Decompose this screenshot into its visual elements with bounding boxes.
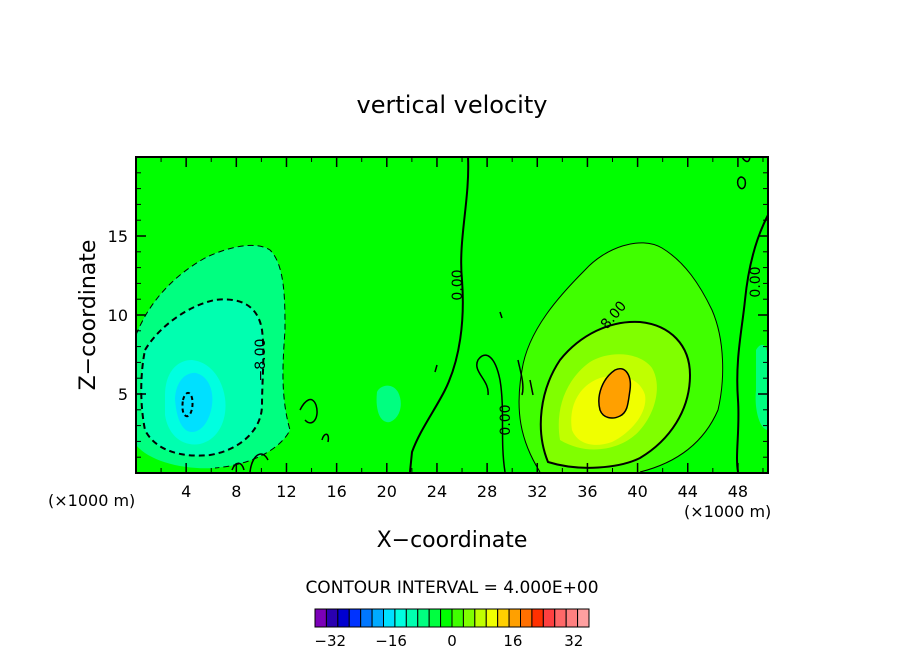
x-axis-ticks: 4 8 12 16 20 24 28 32 36 40 44 48: [160, 157, 764, 501]
colorbar-tick-label: −16: [375, 632, 407, 650]
x-tick-label: 24: [427, 482, 447, 501]
x-tick-label: 32: [527, 482, 547, 501]
x-tick-label: 40: [627, 482, 647, 501]
zero-contour-small: [736, 176, 747, 190]
updraft-fills: [519, 242, 723, 472]
colorbar-swatch: [542, 608, 556, 628]
colorbar-swatch: [405, 608, 419, 628]
colorbar-swatch: [462, 608, 476, 628]
colorbar-swatch: [554, 608, 567, 628]
contour-lines: [135, 156, 769, 473]
x-tick-label: 8: [231, 482, 241, 501]
colorbar-swatch: [531, 608, 544, 628]
downdraft-small-cell: [376, 385, 401, 423]
colorbar-swatch: [428, 608, 442, 628]
colorbar-swatch: [474, 608, 487, 628]
colorbar-tick-label: −32: [314, 632, 346, 650]
colorbar-swatch: [325, 608, 339, 628]
updraft-contour-4: [518, 242, 724, 473]
colorbar-swatch: [314, 608, 327, 628]
colorbar-swatch: [565, 608, 579, 628]
contour-label-zero-1: 0.00: [450, 269, 466, 300]
zero-contour-bottom: [476, 354, 506, 473]
downdraft-level-16: [175, 372, 213, 432]
downdraft-contour-4: [135, 244, 291, 469]
colorbar-swatch: [371, 608, 385, 628]
contour-label-zero-3: 0.00: [498, 404, 514, 435]
noise-contours: [231, 311, 534, 473]
colorbar-swatch: [520, 608, 533, 628]
plot-area: 0.00 0.00 0.00 −8.00 8.00: [135, 156, 769, 474]
zero-contour-right-edge: [736, 214, 769, 473]
x-tick-label: 20: [377, 482, 397, 501]
colorbar-tick-label: 0: [447, 632, 457, 650]
colorbar-swatch: [508, 608, 522, 628]
y-tick-label: 15: [108, 227, 128, 246]
x-tick-label: 36: [577, 482, 597, 501]
colorbar-swatch: [451, 608, 464, 628]
zero-contour-mid: [409, 156, 470, 473]
x-tick-label: 16: [326, 482, 346, 501]
colorbar-tick-label: 32: [564, 632, 583, 650]
zero-contour-top: [741, 156, 751, 163]
contour-label-minus8: −8.00: [253, 339, 269, 382]
colorbar-swatch: [337, 608, 350, 628]
x-tick-label: 28: [477, 482, 497, 501]
colorbar-swatch: [383, 608, 396, 628]
y-axis-ticks: 5 10 15: [108, 172, 768, 458]
chart-title: vertical velocity: [357, 91, 548, 119]
contour-labels: 0.00 0.00 0.00 −8.00 8.00: [253, 266, 764, 435]
updraft-contour-8: [539, 320, 692, 469]
x-tick-label: 48: [728, 482, 748, 501]
colorbar: [314, 608, 590, 628]
x-unit-right: (×1000 m): [684, 502, 771, 521]
x-tick-label: 4: [181, 482, 191, 501]
x-tick-label: 12: [276, 482, 296, 501]
downdraft-fills: [136, 245, 768, 469]
colorbar-swatch: [440, 608, 453, 628]
colorbar-swatch: [485, 608, 499, 628]
contour-label-zero-2: 0.00: [748, 266, 764, 297]
y-tick-label: 5: [118, 385, 128, 404]
x-unit-left: (×1000 m): [48, 491, 135, 510]
colorbar-swatch: [360, 608, 373, 628]
colorbar-tick-label: 16: [503, 632, 522, 650]
colorbar-ticks: −32 −16 0 16 32: [314, 632, 583, 650]
downdraft-edge-cell: [755, 344, 768, 430]
contour-interval-label: CONTOUR INTERVAL = 4.000E+00: [305, 578, 598, 598]
y-axis-label: Z−coordinate: [76, 240, 101, 391]
updraft-contour-16: [598, 368, 632, 419]
updraft-level-18: [598, 368, 631, 418]
colorbar-swatch: [577, 608, 590, 628]
colorbar-swatch: [417, 608, 430, 628]
downdraft-contour-16: [181, 392, 194, 418]
colorbar-swatch: [497, 608, 510, 628]
x-axis-label: X−coordinate: [377, 528, 528, 553]
x-tick-label: 44: [678, 482, 698, 501]
y-tick-label: 10: [108, 306, 128, 325]
colorbar-swatch: [348, 608, 362, 628]
colorbar-swatch: [394, 608, 407, 628]
